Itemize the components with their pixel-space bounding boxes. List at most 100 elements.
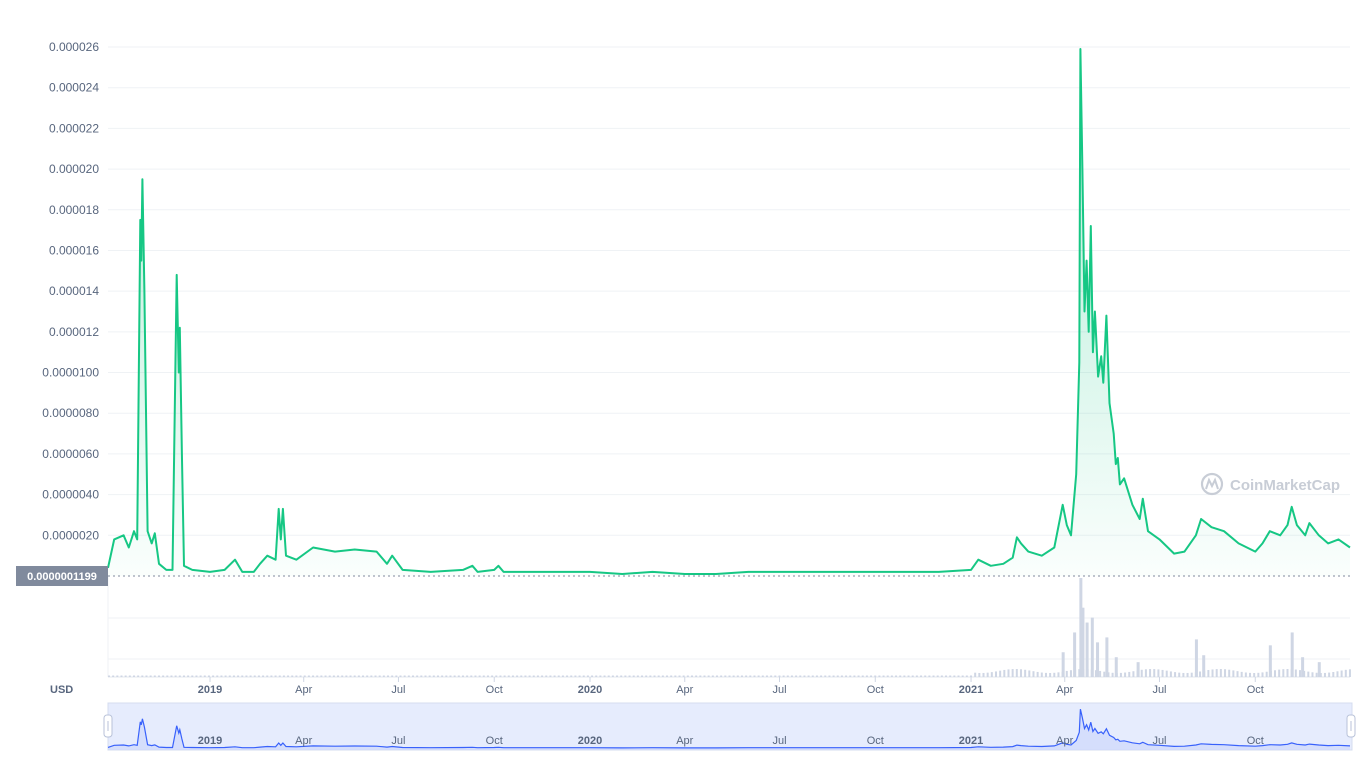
volume-bar bbox=[1107, 672, 1110, 677]
volume-bar bbox=[141, 675, 144, 677]
volume-bar bbox=[940, 675, 943, 677]
volume-bar bbox=[920, 675, 923, 677]
navigator-tick-label: Jul bbox=[391, 735, 405, 747]
volume-bar bbox=[1244, 672, 1247, 677]
volume-bar bbox=[1190, 672, 1193, 677]
volume-bar bbox=[224, 675, 227, 677]
y-tick-label: 0.000016 bbox=[49, 243, 99, 257]
volume-bar bbox=[195, 675, 198, 677]
volume-bar bbox=[1301, 657, 1305, 677]
volume-bar bbox=[1303, 670, 1306, 677]
volume-bar bbox=[761, 675, 764, 677]
volume-bar bbox=[332, 675, 335, 677]
volume-bar bbox=[1186, 672, 1189, 677]
volume-bar bbox=[303, 675, 306, 677]
volume-bar bbox=[890, 675, 893, 677]
currency-label: USD bbox=[50, 684, 73, 696]
volume-bar bbox=[865, 675, 868, 677]
volume-bar bbox=[362, 675, 365, 677]
volume-bar bbox=[1257, 672, 1260, 677]
volume-bar bbox=[1065, 670, 1068, 677]
volume-bar bbox=[1140, 669, 1143, 677]
navigator-line bbox=[107, 708, 1351, 749]
volume-bar bbox=[116, 675, 119, 677]
volume-bar bbox=[628, 675, 631, 677]
volume-bar bbox=[1344, 669, 1347, 677]
volume-bar bbox=[528, 675, 531, 677]
volume-bar bbox=[732, 675, 735, 677]
volume-bar bbox=[545, 675, 548, 677]
navigator[interactable]: 2019 Apr Jul Oct 2020 Apr Jul Oct 2021 Apr Jul Oct bbox=[103, 702, 1356, 751]
volume-bar bbox=[432, 675, 435, 677]
volume-bar bbox=[749, 675, 752, 677]
volume-bar bbox=[1207, 670, 1210, 677]
volume-bar bbox=[1240, 671, 1243, 677]
x-tick-label: Apr bbox=[676, 684, 693, 696]
x-tick-label: Oct bbox=[486, 684, 503, 696]
volume-bar bbox=[561, 675, 564, 677]
volume-bar bbox=[1315, 672, 1318, 677]
volume-bar bbox=[349, 675, 352, 677]
volume-bar bbox=[1199, 671, 1202, 677]
volume-bar bbox=[466, 675, 469, 677]
volume-bar bbox=[699, 675, 702, 677]
volume-bar bbox=[736, 675, 739, 677]
volume-bar bbox=[911, 675, 914, 677]
volume-bar bbox=[1182, 672, 1185, 677]
volume-bar bbox=[511, 675, 514, 677]
volume-bar bbox=[170, 675, 173, 677]
volume-bar bbox=[845, 675, 848, 677]
volume-bar bbox=[815, 675, 818, 677]
volume-bar bbox=[399, 675, 402, 677]
volume-bar bbox=[470, 675, 473, 677]
volume-bar bbox=[557, 675, 560, 677]
volume-bar bbox=[1261, 672, 1264, 677]
volume-bar bbox=[1061, 652, 1065, 677]
volume-bar bbox=[1278, 669, 1281, 677]
volume-bar bbox=[686, 675, 689, 677]
volume-bar bbox=[424, 675, 427, 677]
volume-bar bbox=[486, 675, 489, 677]
volume-bar bbox=[1290, 632, 1294, 677]
volume-bar bbox=[1336, 671, 1339, 677]
volume-bar bbox=[807, 675, 810, 677]
volume-bar bbox=[403, 675, 406, 677]
volume-bar bbox=[287, 675, 290, 677]
volume-bar bbox=[149, 675, 152, 677]
volume-bar bbox=[861, 675, 864, 677]
volume-bar bbox=[341, 675, 344, 677]
volume-bar bbox=[162, 675, 165, 677]
volume-bar bbox=[541, 675, 544, 677]
volume-bar bbox=[1111, 672, 1114, 677]
volume-bar bbox=[1253, 672, 1256, 677]
volume-bar bbox=[1078, 669, 1081, 677]
volume-bar bbox=[1049, 672, 1052, 677]
volume-bar bbox=[1317, 662, 1321, 677]
volume-bar bbox=[691, 675, 694, 677]
volume-bar bbox=[270, 675, 273, 677]
navigator-tick-label: Oct bbox=[1247, 735, 1264, 747]
volume-bar bbox=[828, 675, 831, 677]
y-tick-label: 0.0000040 bbox=[42, 488, 99, 502]
volume-bar bbox=[553, 675, 556, 677]
volume-bar bbox=[653, 675, 656, 677]
volume-bar bbox=[203, 675, 206, 677]
volume-bar bbox=[849, 675, 852, 677]
volume-bar bbox=[1149, 669, 1152, 677]
volume-bar bbox=[216, 675, 219, 677]
volume-bar bbox=[707, 675, 710, 677]
volume-bar bbox=[187, 675, 190, 677]
volume-bar bbox=[282, 675, 285, 677]
volume-bar bbox=[1161, 669, 1164, 677]
volume-bar bbox=[1036, 671, 1039, 677]
navigator-tick-label: Apr bbox=[1056, 735, 1073, 747]
volume-bar bbox=[278, 675, 281, 677]
navigator-tick-label: 2019 bbox=[198, 735, 222, 747]
volume-bar bbox=[191, 675, 194, 677]
volume-bar bbox=[1144, 669, 1147, 677]
x-axis-ticks: USD 2019 Apr Jul Oct 2020 Apr Jul Oct 2021 Apr Jul O… bbox=[50, 677, 1264, 696]
volume-bar bbox=[1174, 672, 1177, 677]
volume-bar bbox=[1069, 670, 1072, 677]
volume-bar bbox=[832, 675, 835, 677]
